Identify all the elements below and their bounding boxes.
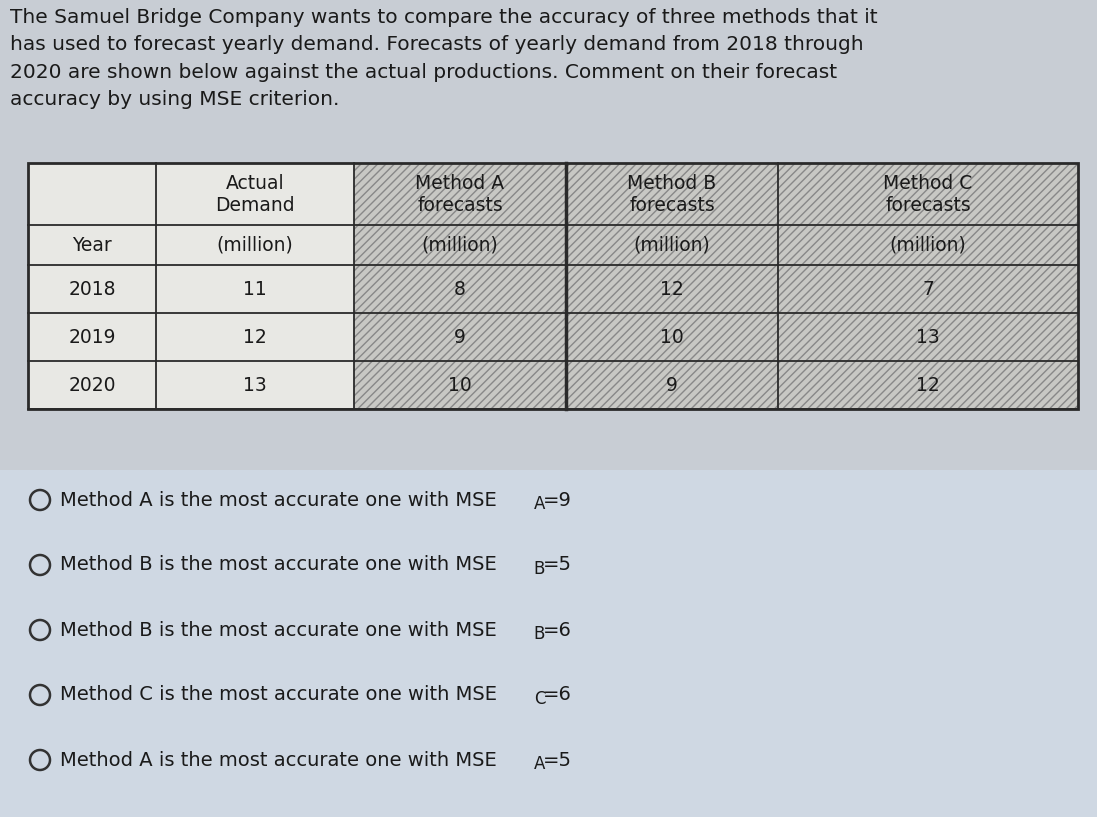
Bar xyxy=(566,225,778,265)
Text: 2019: 2019 xyxy=(68,328,116,346)
Bar xyxy=(354,265,566,313)
Text: 9: 9 xyxy=(454,328,466,346)
Bar xyxy=(156,163,354,225)
Text: Method A is the most accurate one with MSE: Method A is the most accurate one with M… xyxy=(60,751,497,770)
Text: 12: 12 xyxy=(916,376,940,395)
Bar xyxy=(566,361,778,409)
Bar xyxy=(778,361,1078,409)
Bar xyxy=(778,163,1078,225)
Text: Method B is the most accurate one with MSE: Method B is the most accurate one with M… xyxy=(60,556,497,574)
Bar xyxy=(566,313,778,361)
Text: 12: 12 xyxy=(244,328,267,346)
Bar xyxy=(778,163,1078,225)
Bar xyxy=(566,225,778,265)
Bar xyxy=(354,361,566,409)
Text: =5: =5 xyxy=(543,751,573,770)
Text: C: C xyxy=(533,690,545,708)
Bar xyxy=(354,163,566,225)
Bar xyxy=(778,361,1078,409)
Bar xyxy=(354,313,566,361)
Bar xyxy=(354,163,566,225)
Text: 13: 13 xyxy=(916,328,940,346)
Bar xyxy=(29,313,156,361)
Bar xyxy=(778,313,1078,361)
Bar xyxy=(156,265,354,313)
Text: =6: =6 xyxy=(543,620,573,640)
Bar xyxy=(566,163,778,225)
Text: 7: 7 xyxy=(923,279,934,298)
Bar xyxy=(778,313,1078,361)
Text: Year: Year xyxy=(72,235,112,255)
Text: =6: =6 xyxy=(543,685,573,704)
Text: 12: 12 xyxy=(660,279,683,298)
Text: 11: 11 xyxy=(244,279,267,298)
Text: Method B
forecasts: Method B forecasts xyxy=(627,173,716,215)
Bar xyxy=(29,163,1078,409)
Text: Method C is the most accurate one with MSE: Method C is the most accurate one with M… xyxy=(60,685,497,704)
Text: 2018: 2018 xyxy=(68,279,116,298)
Bar xyxy=(354,225,566,265)
Text: Method C
forecasts: Method C forecasts xyxy=(883,173,973,215)
Text: B: B xyxy=(533,625,545,643)
Text: 10: 10 xyxy=(660,328,683,346)
Bar xyxy=(156,225,354,265)
Bar xyxy=(29,361,156,409)
Text: (million): (million) xyxy=(421,235,498,255)
Text: (million): (million) xyxy=(216,235,293,255)
Bar xyxy=(778,225,1078,265)
Text: A: A xyxy=(533,495,545,513)
Bar xyxy=(156,361,354,409)
Text: The Samuel Bridge Company wants to compare the accuracy of three methods that it: The Samuel Bridge Company wants to compa… xyxy=(10,8,878,109)
Text: 8: 8 xyxy=(454,279,466,298)
Text: =5: =5 xyxy=(543,556,573,574)
Text: Actual
Demand: Actual Demand xyxy=(215,173,295,215)
Text: B: B xyxy=(533,560,545,578)
Text: Method A
forecasts: Method A forecasts xyxy=(416,173,505,215)
Text: 2020: 2020 xyxy=(68,376,116,395)
Text: 10: 10 xyxy=(449,376,472,395)
Bar xyxy=(566,265,778,313)
Text: (million): (million) xyxy=(890,235,966,255)
Bar xyxy=(156,313,354,361)
Bar xyxy=(566,163,778,225)
Bar xyxy=(354,225,566,265)
Bar xyxy=(566,361,778,409)
Text: =9: =9 xyxy=(543,490,573,510)
Text: (million): (million) xyxy=(634,235,711,255)
Bar xyxy=(0,470,1097,817)
Bar xyxy=(354,313,566,361)
Text: A: A xyxy=(533,755,545,773)
Bar xyxy=(566,265,778,313)
Bar xyxy=(29,225,156,265)
Text: 13: 13 xyxy=(244,376,267,395)
Bar xyxy=(29,265,156,313)
Bar xyxy=(354,265,566,313)
Text: 9: 9 xyxy=(666,376,678,395)
Bar xyxy=(778,265,1078,313)
Bar xyxy=(29,163,156,225)
Bar xyxy=(778,265,1078,313)
Text: Method A is the most accurate one with MSE: Method A is the most accurate one with M… xyxy=(60,490,497,510)
Bar xyxy=(566,313,778,361)
Bar xyxy=(354,361,566,409)
Bar xyxy=(778,225,1078,265)
Text: Method B is the most accurate one with MSE: Method B is the most accurate one with M… xyxy=(60,620,497,640)
